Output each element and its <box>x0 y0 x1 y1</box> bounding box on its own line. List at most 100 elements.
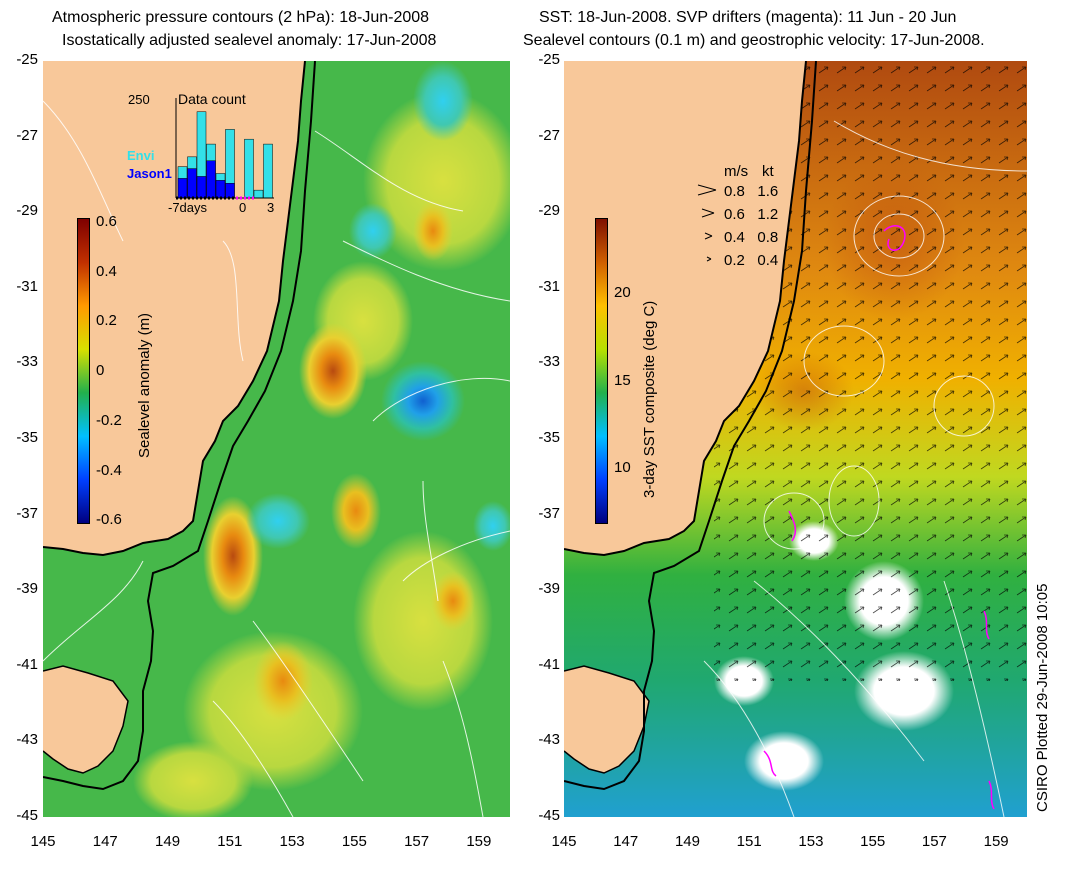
left-x-tick-7: 159 <box>466 833 492 850</box>
tasmania-land-right <box>564 666 649 773</box>
sst-colorbar-label: 3-day SST composite (deg C) <box>641 300 658 498</box>
australia-land <box>43 61 305 555</box>
right-x-tick-7: 159 <box>983 833 1009 850</box>
tasmania-coast <box>43 665 129 774</box>
left-x-tick-6: 157 <box>404 833 430 850</box>
left-x-tick-3: 151 <box>217 833 243 850</box>
right-x-tick-3: 151 <box>736 833 762 850</box>
tasmania-land <box>43 666 128 773</box>
envi-bar <box>253 189 264 199</box>
envi-bar <box>263 143 273 199</box>
left-y-tick-10: -45 <box>16 807 38 824</box>
velocity-unit-ms: m/s <box>724 163 749 180</box>
legend-jason1: Jason1 <box>127 166 172 181</box>
sealevel-tick-1: 0.4 <box>96 263 117 280</box>
right-title-line2: Sealevel contours (0.1 m) and geostrophi… <box>523 32 985 49</box>
left-y-tick-9: -43 <box>16 731 38 749</box>
left-x-tick-1: 147 <box>92 833 118 850</box>
legend-envi: Envi <box>127 148 155 163</box>
right-x-tick-0: 145 <box>551 833 577 850</box>
left-y-tick-4: -33 <box>16 353 38 371</box>
right-y-tick-9: -43 <box>538 731 560 749</box>
data-count-ymax: 250 <box>128 92 150 107</box>
jason1-bar <box>215 180 226 199</box>
left-title-line1: Atmospheric pressure contours (2 hPa): 1… <box>52 9 430 26</box>
right-x-tick-4: 153 <box>798 833 824 850</box>
coastline-right <box>564 61 807 557</box>
velocity-row-3: 0.2 0.4 <box>724 252 779 269</box>
inset-xlabel-start: -7days <box>168 200 208 215</box>
right-y-tick-10: -45 <box>538 807 560 824</box>
left-y-tick-0: -25 <box>16 51 38 68</box>
inset-xlabel-end: 3 <box>267 200 275 215</box>
velocity-arrow-icon <box>696 181 718 282</box>
sealevel-tick-3: 0 <box>96 362 105 379</box>
right-x-tick-6: 157 <box>921 833 947 850</box>
inset-xlabel-zero: 0 <box>239 200 247 215</box>
left-y-tick-1: -27 <box>16 126 38 144</box>
right-title-line1: SST: 18-Jun-2008. SVP drifters (magenta)… <box>539 9 957 26</box>
right-y-tick-6: -37 <box>538 504 560 522</box>
right-x-tick-1: 147 <box>613 833 639 850</box>
tasmania-coast-right <box>564 665 650 774</box>
right-y-tick-2: -29 <box>538 202 560 220</box>
shelf-edge-right <box>564 61 817 791</box>
jason1-bar <box>225 183 235 199</box>
sealevel-colorbar-label: Sealevel anomaly (m) <box>136 312 153 458</box>
right-x-tick-5: 155 <box>860 833 886 850</box>
sealevel-tick-0: 0.6 <box>96 213 117 230</box>
sealevel-tick-5: -0.4 <box>96 462 122 479</box>
velocity-row-0: 0.8 1.6 <box>724 183 779 200</box>
left-y-tick-6: -37 <box>16 504 38 522</box>
sst-tick-2: 10 <box>614 459 631 476</box>
australia-land-right <box>564 61 806 555</box>
sst-map <box>564 61 1027 817</box>
jason1-bar <box>206 160 216 199</box>
sst-map-panel <box>564 61 1027 817</box>
drifter-tracks <box>763 225 995 810</box>
left-y-tick-3: -31 <box>16 277 38 295</box>
right-y-tick-4: -33 <box>538 353 560 371</box>
left-x-tick-2: 149 <box>155 833 181 850</box>
left-title-line2: Isostatically adjusted sealevel anomaly:… <box>62 32 437 49</box>
data-count-inset: 250 Data count Envi Jason1 -7days 0 3 <box>126 88 286 218</box>
data-count-chart <box>175 98 274 200</box>
jason1-bar <box>196 176 207 199</box>
velocity-row-2: 0.4 0.8 <box>724 229 779 246</box>
right-y-tick-1: -27 <box>538 126 560 144</box>
sst-tick-0: 20 <box>614 284 631 301</box>
sealevel-map <box>43 61 510 817</box>
left-y-tick-8: -41 <box>16 655 38 673</box>
right-y-tick-8: -41 <box>538 655 560 673</box>
left-x-tick-5: 155 <box>341 833 367 850</box>
sealevel-tick-2: 0.2 <box>96 312 117 329</box>
sealevel-colorbar <box>77 218 90 524</box>
sealevel-map-panel <box>43 61 510 817</box>
right-y-tick-3: -31 <box>538 277 560 295</box>
right-y-tick-0: -25 <box>538 51 560 68</box>
left-x-tick-0: 145 <box>30 833 56 850</box>
sealevel-contours <box>703 120 1027 817</box>
left-x-tick-4: 153 <box>279 833 305 850</box>
jason1-bar <box>177 178 188 199</box>
left-y-tick-5: -35 <box>16 429 38 446</box>
right-y-tick-7: -39 <box>538 580 560 598</box>
velocity-row-1: 0.6 1.2 <box>724 206 779 223</box>
credit-label: CSIRO Plotted 29-Jun-2008 10:05 <box>1034 583 1051 812</box>
velocity-unit-kt: kt <box>762 163 774 180</box>
right-y-tick-5: -35 <box>538 429 560 446</box>
coastline <box>43 61 306 557</box>
left-y-tick-2: -29 <box>16 202 38 220</box>
envi-bar <box>244 138 254 199</box>
sst-colorbar <box>595 218 608 524</box>
right-x-tick-2: 149 <box>674 833 700 850</box>
data-count-title: Data count <box>178 91 246 107</box>
left-y-tick-7: -39 <box>16 580 38 598</box>
pressure-contours <box>43 100 510 817</box>
sealevel-tick-6: -0.6 <box>96 511 122 528</box>
shelf-edge <box>43 61 316 791</box>
velocity-legend: m/s kt 0.8 1.6 0.6 1.2 0.4 0.8 0.2 0.4 <box>696 161 806 276</box>
jason1-bar <box>187 168 197 199</box>
sealevel-tick-4: -0.2 <box>96 412 122 429</box>
sst-tick-1: 15 <box>614 372 631 389</box>
